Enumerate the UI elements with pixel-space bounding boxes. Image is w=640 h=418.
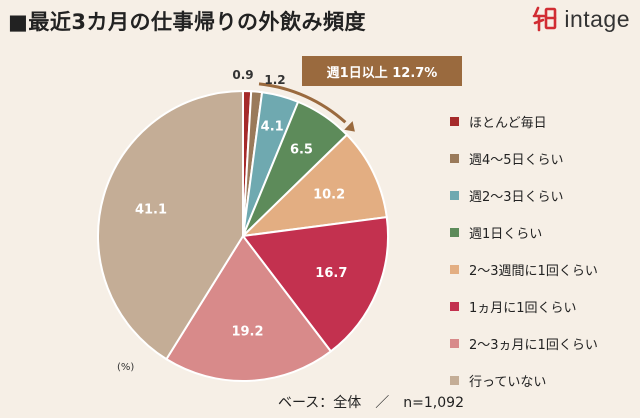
pie-value-label: 1.2 (264, 73, 285, 87)
legend-item: 週4～5日くらい (450, 140, 598, 177)
legend-swatch (450, 376, 459, 385)
legend-item: 2～3ヵ月に1回くらい (450, 325, 598, 362)
legend-label: 1ヵ月に1回くらい (469, 301, 577, 316)
legend-swatch (450, 117, 459, 126)
base-note: ベース：全体 ／ n=1,092 (278, 395, 464, 411)
pie-value-label: 16.7 (315, 266, 347, 281)
legend-item: 週2～3日くらい (450, 177, 598, 214)
pie-value-label: 41.1 (135, 203, 167, 218)
legend-swatch (450, 154, 459, 163)
weekly-total-callout: 週1日以上 12.7% (302, 56, 462, 86)
intage-logo: intage (532, 4, 630, 34)
legend-label: 2～3ヵ月に1回くらい (469, 338, 598, 353)
legend-label: 週4～5日くらい (469, 153, 564, 168)
intage-mark-icon (533, 6, 557, 32)
callout-arrow (258, 82, 347, 124)
legend-swatch (450, 191, 459, 200)
pie-slice (97, 89, 244, 361)
legend-item: 行っていない (450, 362, 598, 399)
legend-label: 2～3週間に1回くらい (469, 264, 598, 279)
legend-item: 1ヵ月に1回くらい (450, 288, 598, 325)
pie-slices (97, 89, 389, 382)
pie-value-label: 10.2 (313, 187, 345, 202)
pie-slice (241, 216, 389, 353)
legend-item: ほとんど毎日 (450, 103, 598, 140)
legend-item: 週1日くらい (450, 214, 598, 251)
unit-note: (%) (117, 362, 135, 373)
legend-swatch (450, 265, 459, 274)
legend-swatch (450, 228, 459, 237)
legend-swatch (450, 302, 459, 311)
legend-swatch (450, 339, 459, 348)
legend-label: 週1日くらい (469, 227, 543, 242)
callout-arrowhead (344, 121, 355, 132)
pie-slice (165, 234, 333, 382)
legend-label: 行っていない (469, 375, 547, 390)
pie-value-label: 4.1 (261, 120, 284, 135)
pie-value-labels: 0.9 1.2 4.1 6.5 10.2 16.7 19.2 41.1 (135, 68, 347, 340)
pie-value-label: 19.2 (231, 325, 263, 340)
legend-label: ほとんど毎日 (469, 116, 547, 131)
legend-item: 2～3週間に1回くらい (450, 251, 598, 288)
legend-label: 週2～3日くらい (469, 190, 564, 205)
chart-title: ■最近3カ月の仕事帰りの外飲み頻度 (8, 10, 366, 34)
pie-slice (240, 133, 388, 238)
logo-text: intage (564, 5, 630, 32)
legend: ほとんど毎日週4～5日くらい 週2～3日くらい 週1日くらい 2～3週間に1回くらい 1… (450, 103, 598, 399)
pie-value-label: 0.9 (232, 68, 253, 82)
pie-value-label: 6.5 (290, 143, 313, 158)
